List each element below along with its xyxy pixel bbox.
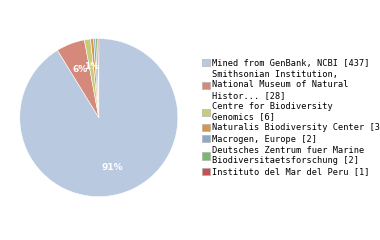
Wedge shape — [96, 39, 99, 118]
Text: 91%: 91% — [102, 162, 124, 172]
Wedge shape — [20, 39, 178, 197]
Text: 1%: 1% — [84, 62, 99, 71]
Legend: Mined from GenBank, NCBI [437], Smithsonian Institution,
National Museum of Natu: Mined from GenBank, NCBI [437], Smithson… — [202, 59, 380, 176]
Wedge shape — [84, 39, 99, 118]
Wedge shape — [90, 39, 99, 118]
Wedge shape — [98, 39, 99, 118]
Wedge shape — [57, 40, 99, 118]
Text: 6%: 6% — [73, 65, 88, 74]
Wedge shape — [93, 39, 99, 118]
